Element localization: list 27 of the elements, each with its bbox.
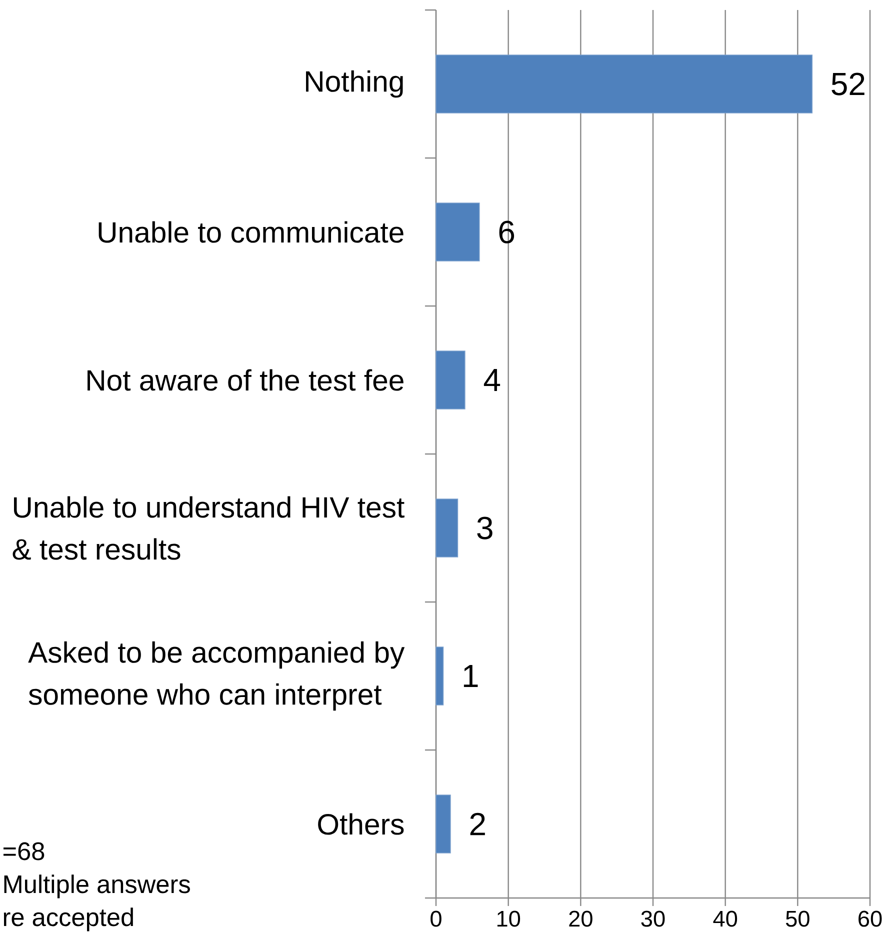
bar [436,794,451,854]
x-tick-label: 60 [858,910,882,927]
data-label: 4 [484,369,500,392]
text: Multiple answers re accepted [4,874,190,932]
bar [436,202,480,262]
bar [436,54,813,114]
data-label: 1 [464,664,478,688]
x-tick-label: 40 [713,910,738,927]
data-label: 52 [832,72,864,96]
data-label: 6 [499,220,514,244]
x-tick-label: 0 [430,910,442,927]
bar [436,646,444,706]
x-tick-label: 10 [497,910,520,927]
x-tick-label: 30 [641,910,665,927]
x-tick-label: 50 [786,910,810,927]
y-tick-label: Others [318,813,404,835]
y-tick-label: Unable to understand HIV test & test results [12,496,404,560]
data-label: 2 [470,812,485,836]
text: =68 [4,842,44,860]
y-tick-label: Nothing [306,70,403,98]
bar [436,350,466,410]
data-label: 3 [477,516,492,540]
x-tick-label: 20 [569,910,592,927]
bar [436,498,458,558]
y-tick-label: Asked to be accompanied by someone who can interpret [28,641,405,711]
y-tick-label: Not aware of the test fee [88,369,404,391]
y-tick-label: Unable to communicate [98,221,404,243]
